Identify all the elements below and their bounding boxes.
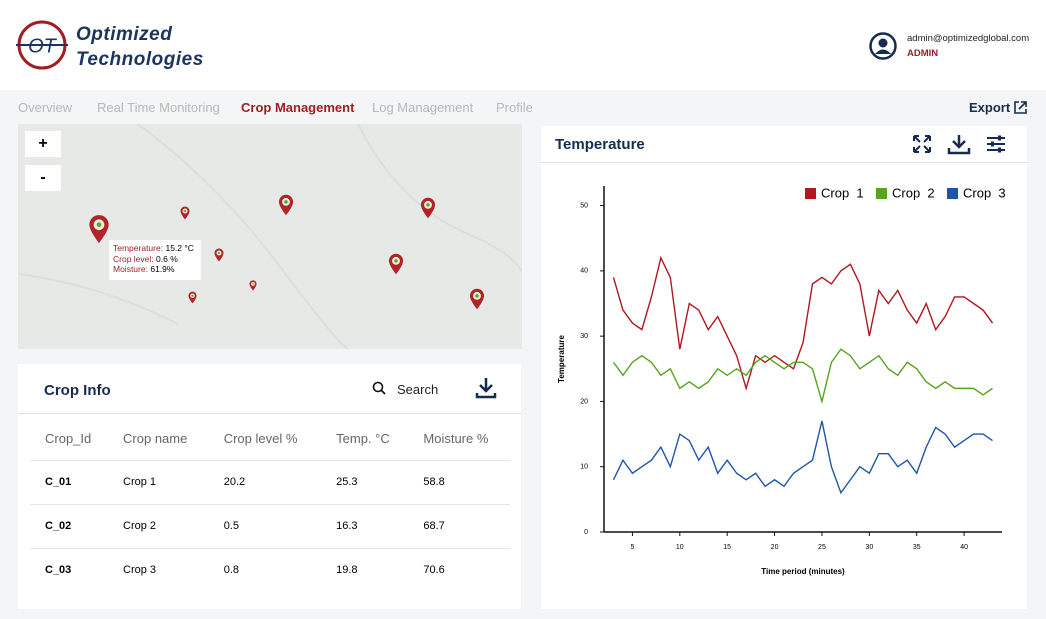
x-tick-label: 30 (865, 544, 873, 551)
column-header: Crop level % (223, 431, 298, 447)
table-row: C_01 Crop 1 20.2 25.3 58.8 (30, 460, 510, 504)
x-tick-label: 20 (771, 544, 779, 551)
search-icon (372, 381, 386, 395)
chart-title: Temperature (555, 136, 645, 153)
crop-table: Crop_Id Crop name Crop level % Temp. °C Mois… (30, 418, 510, 592)
table-cell: Crop 2 (123, 520, 157, 532)
table-header: Crop_Id Crop name Crop level % Temp. °C Mois… (30, 418, 510, 460)
map-tooltip: Temperature: 15.2 °C Crop level: 0.6 % Moi… (109, 240, 201, 280)
table-cell: 0.8 (223, 564, 239, 577)
table-cell: 20.2 (223, 476, 246, 488)
crop-info-panel: Crop Info Search Crop_Id Crop name Crop le… (18, 364, 521, 609)
x-tick-label: 25 (818, 544, 826, 551)
table-row: C_02 Crop 2 0.5 16.3 68.7 (30, 504, 510, 548)
y-tick-label: 50 (580, 202, 588, 209)
zoom-in[interactable]: + (25, 131, 61, 157)
table-cell: 19.8 (336, 564, 358, 577)
search-box[interactable]: Search (397, 382, 439, 397)
map[interactable] (18, 124, 522, 349)
export-icon[interactable] (1013, 100, 1028, 115)
user-role: ADMIN (907, 48, 939, 59)
tooltip-value: 61.9% (150, 264, 175, 274)
y-tick-label: 0 (584, 529, 588, 536)
export-button[interactable]: Export (969, 100, 1011, 115)
chart: 0 10 20 30 40 50 5 10 15 20 25 30 35 40 Time period (m… (557, 185, 1006, 576)
logo-text: Optimized (76, 24, 173, 45)
tooltip-value: 15.2 °C (165, 243, 194, 253)
column-header: Crop_Id (45, 431, 92, 447)
column-header: Crop name (123, 431, 188, 447)
legend-label: Crop 2 (892, 185, 935, 200)
y-axis-label: Temperature (557, 335, 566, 383)
user-email: admin@optimizedglobal.com (907, 33, 1030, 44)
table-cell: C_02 (45, 520, 72, 532)
panel-title: Crop Info (44, 382, 111, 399)
legend-label: Crop 3 (963, 185, 1006, 200)
download-icon[interactable] (475, 377, 497, 399)
tooltip-row: Temperature: 15.2 °C (113, 243, 197, 254)
nav-item[interactable]: Log Management (372, 100, 474, 115)
header: OT Optimized Technologies admin@optimize… (0, 0, 1046, 90)
table-cell: 0.5 (223, 520, 239, 532)
table-row: C_03 Crop 3 0.8 19.8 70.6 (30, 548, 510, 592)
x-tick-label: 10 (676, 544, 684, 551)
series-line (612, 420, 993, 495)
nav-item[interactable]: Crop Management (241, 100, 355, 115)
series-line (612, 348, 993, 405)
x-tick-label: 15 (723, 544, 731, 551)
column-header: Moisture % (423, 431, 489, 447)
legend-swatch (805, 188, 816, 199)
chart-panel: Temperature (541, 126, 1027, 609)
x-axis-label: Time period (minutes) (761, 567, 845, 576)
tooltip-row: Crop level: 0.6 % (113, 254, 197, 265)
table-cell: 68.7 (423, 520, 445, 532)
y-tick-label: 40 (580, 268, 588, 275)
x-tick-label: 40 (960, 544, 968, 551)
table-cell: Crop 1 (123, 476, 157, 488)
y-tick-label: 30 (580, 333, 588, 340)
column-header: Temp. °C (336, 431, 390, 447)
tooltip-label: Moisture: (113, 264, 148, 274)
series-line (612, 255, 994, 391)
tooltip-label: Temperature: (113, 243, 164, 253)
tooltip-label: Crop level: (113, 253, 154, 264)
table-cell: 16.3 (336, 520, 358, 532)
legend-swatch (947, 188, 958, 199)
legend-label: Crop 1 (821, 185, 864, 200)
tooltip-value: 0.6 % (156, 253, 178, 264)
y-tick-label: 10 (580, 464, 588, 471)
user-icon[interactable] (869, 32, 897, 60)
table-cell: C_03 (45, 564, 72, 577)
table-cell: 58.8 (423, 476, 445, 488)
logo-icon: OT (16, 20, 68, 70)
table-cell: Crop 3 (123, 564, 157, 577)
table-cell: C_01 (45, 476, 72, 488)
y-tick-label: 20 (580, 398, 588, 405)
chart-toolbar[interactable] (911, 133, 1011, 157)
x-tick-label: 35 (913, 544, 921, 551)
zoom-out[interactable]: - (25, 165, 61, 191)
nav-item[interactable]: Overview (18, 100, 73, 115)
logo-text: Technologies (76, 49, 204, 70)
legend-swatch (876, 188, 887, 199)
table-cell: 70.6 (423, 564, 445, 577)
x-tick-label: 5 (630, 544, 634, 551)
nav-item[interactable]: Real Time Monitoring (97, 100, 220, 115)
table-cell: 25.3 (336, 476, 358, 488)
logo-mark: OT (28, 35, 58, 57)
nav-item[interactable]: Profile (496, 100, 533, 115)
tooltip-row: Moisture: 61.9% (113, 264, 197, 275)
